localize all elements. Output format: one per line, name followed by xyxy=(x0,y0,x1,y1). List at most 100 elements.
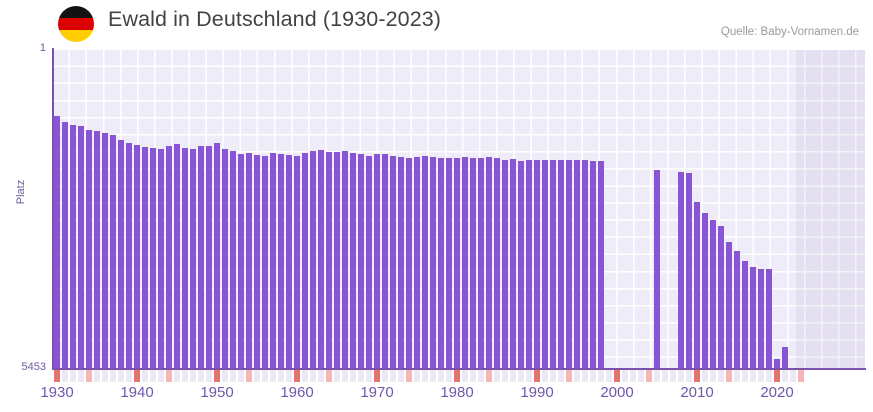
chart-bar[interactable] xyxy=(277,154,285,368)
chart-bar[interactable] xyxy=(773,359,781,368)
chart-bar[interactable] xyxy=(333,152,341,368)
chart-bar[interactable] xyxy=(565,159,573,368)
chart-bar[interactable] xyxy=(245,152,253,368)
chart-bar[interactable] xyxy=(149,147,157,368)
chart-bar[interactable] xyxy=(165,146,173,368)
chart-bar[interactable] xyxy=(325,151,333,368)
chart-bar[interactable] xyxy=(229,151,237,368)
chart-bar[interactable] xyxy=(493,158,501,368)
chart-bar[interactable] xyxy=(357,154,365,368)
chart-bar[interactable] xyxy=(349,152,357,368)
chart-bar[interactable] xyxy=(517,160,525,368)
chart-bar[interactable] xyxy=(261,155,269,368)
chart-bar[interactable] xyxy=(237,153,245,368)
chart-bar[interactable] xyxy=(445,158,453,368)
chart-bar[interactable] xyxy=(541,159,549,368)
chart-bar[interactable] xyxy=(173,144,181,368)
chart-bar[interactable] xyxy=(709,220,717,368)
chart-bar[interactable] xyxy=(757,269,765,368)
chart-bar[interactable] xyxy=(317,150,325,368)
chart-bar[interactable] xyxy=(693,201,701,368)
x-axis-marker xyxy=(581,370,589,382)
chart-header: Ewald in Deutschland (1930-2023) Quelle:… xyxy=(0,0,873,46)
chart-bar[interactable] xyxy=(733,251,741,368)
x-axis-marker xyxy=(725,370,733,382)
chart-bar[interactable] xyxy=(405,158,413,368)
x-axis-marker xyxy=(557,370,565,382)
y-axis-line xyxy=(52,48,54,370)
chart-bar[interactable] xyxy=(549,159,557,368)
chart-bar[interactable] xyxy=(429,156,437,368)
chart-bar[interactable] xyxy=(53,116,61,368)
chart-bar[interactable] xyxy=(765,268,773,368)
x-axis-marker xyxy=(253,370,261,382)
chart-bar[interactable] xyxy=(117,140,125,368)
chart-bar[interactable] xyxy=(413,157,421,368)
chart-bar[interactable] xyxy=(397,156,405,368)
chart-bar[interactable] xyxy=(197,145,205,368)
chart-bar[interactable] xyxy=(269,153,277,368)
x-axis-marker xyxy=(485,370,493,382)
chart-bar[interactable] xyxy=(77,125,85,368)
flag-band-gold xyxy=(58,30,94,42)
chart-bar[interactable] xyxy=(589,160,597,368)
chart-bar[interactable] xyxy=(125,142,133,368)
y-axis-tick-top: 1 xyxy=(39,42,46,54)
chart-bar[interactable] xyxy=(557,160,565,368)
chart-bar[interactable] xyxy=(725,242,733,368)
chart-bar[interactable] xyxy=(501,159,509,368)
chart-bar[interactable] xyxy=(181,147,189,368)
x-axis-marker xyxy=(789,370,797,382)
x-axis-marker xyxy=(141,370,149,382)
chart-bar[interactable] xyxy=(653,169,661,368)
chart-bar[interactable] xyxy=(701,213,709,368)
chart-bar[interactable] xyxy=(453,158,461,368)
chart-bar[interactable] xyxy=(101,132,109,368)
chart-bar[interactable] xyxy=(109,135,117,368)
chart-bar[interactable] xyxy=(597,161,605,368)
chart-bar[interactable] xyxy=(509,159,517,368)
chart-bar[interactable] xyxy=(285,154,293,368)
chart-bar[interactable] xyxy=(533,159,541,368)
chart-bar[interactable] xyxy=(717,226,725,368)
x-axis-marker xyxy=(669,370,677,382)
chart-bar[interactable] xyxy=(461,157,469,368)
chart-bar[interactable] xyxy=(373,154,381,368)
chart-bar[interactable] xyxy=(309,151,317,368)
chart-bar[interactable] xyxy=(157,149,165,368)
chart-bar[interactable] xyxy=(741,261,749,368)
chart-bar[interactable] xyxy=(477,157,485,368)
chart-bar[interactable] xyxy=(293,156,301,368)
chart-bar[interactable] xyxy=(685,173,693,368)
chart-bar[interactable] xyxy=(133,145,141,368)
chart-bar[interactable] xyxy=(573,160,581,368)
chart-bar[interactable] xyxy=(213,143,221,368)
chart-bar[interactable] xyxy=(253,154,261,368)
chart-bar[interactable] xyxy=(749,266,757,368)
chart-bar[interactable] xyxy=(85,130,93,368)
x-axis-marker xyxy=(685,370,693,382)
chart-bar[interactable] xyxy=(421,155,429,368)
chart-bar[interactable] xyxy=(437,157,445,368)
chart-bar[interactable] xyxy=(69,124,77,368)
chart-bar[interactable] xyxy=(525,159,533,368)
chart-bar[interactable] xyxy=(781,347,789,368)
chart-bar[interactable] xyxy=(581,160,589,368)
chart-bar[interactable] xyxy=(93,131,101,368)
chart-bar[interactable] xyxy=(205,146,213,368)
chart-bar[interactable] xyxy=(469,157,477,368)
chart-bar[interactable] xyxy=(221,149,229,368)
chart-bar[interactable] xyxy=(301,152,309,368)
chart-bar[interactable] xyxy=(677,172,685,368)
chart-bar[interactable] xyxy=(485,156,493,368)
chart-bar[interactable] xyxy=(141,146,149,368)
chart-bar[interactable] xyxy=(381,153,389,368)
chart-bar[interactable] xyxy=(365,155,373,368)
chart-bar[interactable] xyxy=(341,151,349,368)
x-axis-marker xyxy=(493,370,501,382)
chart-bar[interactable] xyxy=(389,155,397,368)
chart-bar[interactable] xyxy=(189,149,197,368)
x-axis-marker xyxy=(173,370,181,382)
x-axis-tick-label: 2010 xyxy=(680,384,714,401)
chart-bar[interactable] xyxy=(61,122,69,368)
